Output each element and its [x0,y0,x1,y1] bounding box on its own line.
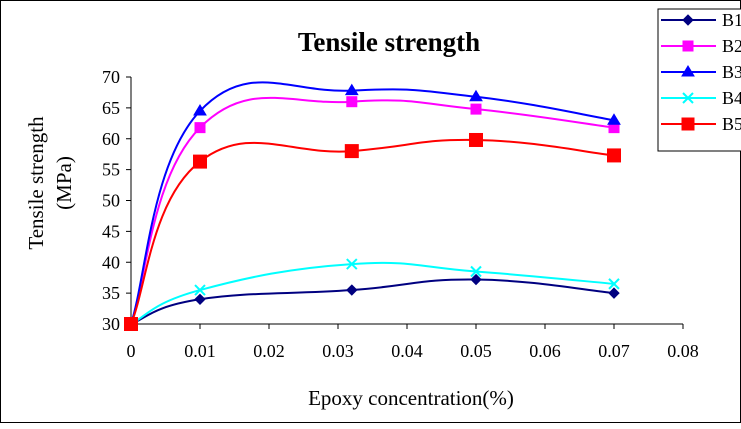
y-tick-label: 40 [102,252,120,272]
data-point [124,317,138,331]
data-point-stroke [470,265,482,278]
legend-label: B1 [722,10,741,30]
y-tick-label: 60 [102,129,120,149]
chart-title: Tensile strength [298,27,480,57]
y-tick-label: 50 [102,191,120,211]
data-point [346,96,358,108]
legend: B1 B2 B3 B4 B5 [657,8,741,152]
legend-label: B5 [722,114,741,134]
data-point [608,278,620,290]
x-axis-label: Epoxy concentration(%) [308,386,514,410]
data-point [194,122,206,134]
series-line [130,81,615,325]
legend-box [657,8,741,152]
data-point [193,103,207,116]
legend-label: B4 [722,88,741,108]
data-point [682,14,694,26]
axes: 30 35 40 45 50 55 60 65 70 0 0.01 0.02 0.03 0.04 0.05 0… [102,67,699,361]
y-axis-label-line1: Tensile strength [24,116,48,250]
x-tick-label: 0.05 [460,341,492,361]
data-point [469,132,483,147]
data-point-stroke [682,92,694,104]
data-point [682,40,694,52]
data-point [469,89,483,102]
data-point [470,103,482,115]
y-tick-label: 70 [102,67,120,87]
series-line [130,96,615,325]
data-point [194,293,206,306]
x-tick-label: 0.08 [667,341,699,361]
data-point [194,284,206,296]
data-point [193,154,207,169]
data-point-stroke [194,284,206,296]
y-tick-label: 35 [102,283,120,303]
data-point [346,284,358,296]
x-tick-label: 0.03 [322,341,354,361]
x-tick-label: 0.07 [598,341,630,361]
series-layer [124,81,621,331]
data-point [344,144,359,159]
x-tick-label: 0.01 [184,341,216,361]
data-point-stroke [346,258,358,270]
data-point [681,117,695,131]
data-point [607,148,621,163]
y-tick-label: 65 [102,98,120,118]
data-point [470,265,482,278]
data-point [608,287,620,299]
legend-label: B3 [722,62,741,82]
x-tick-label: 0.06 [529,341,561,361]
data-point [346,258,358,270]
series-line [130,138,615,325]
y-axis-label-line2: (MPa) [52,156,76,210]
data-point [344,83,359,96]
y-tick-label: 30 [102,314,120,334]
y-tick-label: 55 [102,160,120,180]
series-B1 [125,273,620,330]
x-tick-label: 0 [127,341,136,361]
series-B5 [124,132,621,331]
data-point [607,113,621,125]
y-tick-label: 45 [102,221,120,241]
x-tick-label: 0.02 [253,341,285,361]
data-point [681,65,695,77]
data-point-stroke [608,278,620,290]
data-point [682,92,694,104]
data-point [470,273,482,286]
legend-label: B2 [722,36,741,56]
x-tick-label: 0.04 [391,341,423,361]
